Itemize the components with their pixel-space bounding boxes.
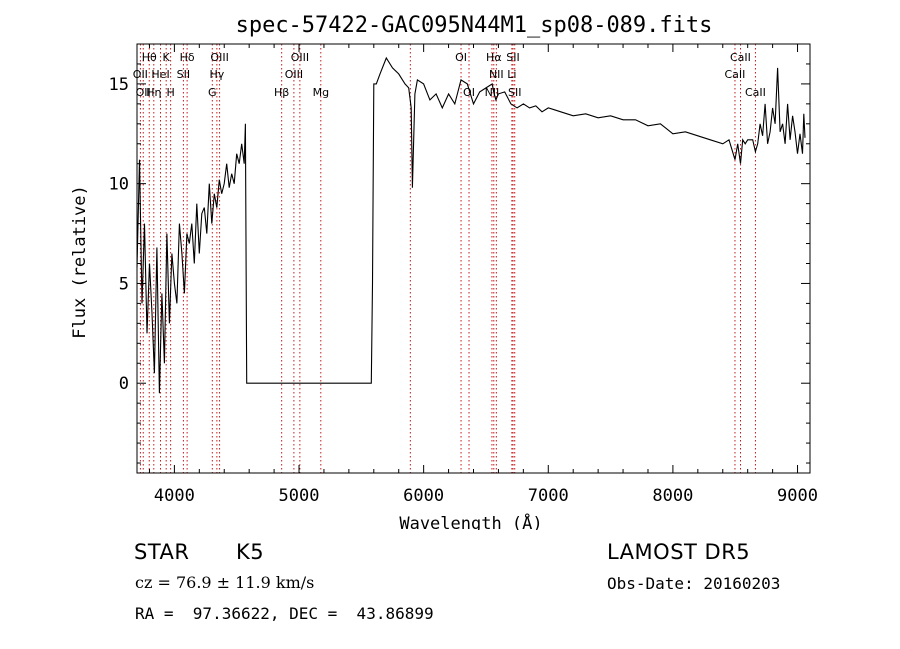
x-tick-label-5: 9000 bbox=[777, 486, 818, 506]
x-tick-label-0: 4000 bbox=[154, 486, 195, 506]
line-label-7: SII bbox=[177, 68, 190, 81]
object-subclass: K5 bbox=[236, 540, 265, 564]
chart-title: spec-57422-GAC095N44M1_sp08-089.fits bbox=[236, 13, 713, 38]
line-label-25: CaII bbox=[725, 68, 746, 81]
line-label-27: CaII bbox=[745, 86, 766, 99]
x-axis-label: Wavelength (Å) bbox=[399, 512, 542, 530]
line-label-24: SII bbox=[508, 86, 521, 99]
line-label-20: Hα bbox=[486, 51, 502, 64]
line-label-9: G bbox=[208, 86, 217, 99]
spectral-line-labels: OIIOIIHθHηHeIKHSIIHδGHγOIIIHβOIIIOIIIMgO… bbox=[133, 51, 766, 99]
line-label-12: Hβ bbox=[274, 86, 289, 99]
redshift-velocity: cz = 76.9 ± 11.9 km/s bbox=[135, 573, 315, 592]
y-tick-label-3: 15 bbox=[109, 75, 129, 95]
spectral-line-markers bbox=[139, 44, 756, 473]
survey-name: LAMOST DR5 bbox=[607, 540, 751, 564]
object-class: STAR bbox=[134, 540, 190, 564]
line-label-26: CaII bbox=[730, 51, 751, 64]
line-label-21: NII bbox=[489, 68, 504, 81]
line-label-14: OIII bbox=[291, 51, 309, 64]
line-label-6: H bbox=[167, 86, 175, 99]
line-label-15: Mg bbox=[313, 86, 329, 99]
spectrum-line bbox=[136, 56, 806, 394]
y-tick-label-1: 5 bbox=[119, 274, 129, 294]
line-label-10: Hγ bbox=[209, 68, 224, 81]
y-tick-label-0: 0 bbox=[119, 374, 129, 394]
x-tick-label-1: 5000 bbox=[279, 486, 320, 506]
plot-frame bbox=[136, 43, 811, 474]
y-axis-ticks: 0 5 10 15 bbox=[109, 43, 810, 464]
line-label-19: NII bbox=[485, 86, 500, 99]
line-label-8: Hδ bbox=[180, 51, 195, 64]
line-label-23: SII bbox=[506, 51, 519, 64]
line-label-5: K bbox=[163, 51, 171, 64]
line-label-22: Li bbox=[507, 68, 516, 81]
line-label-11: OIII bbox=[210, 51, 228, 64]
line-label-13: OIII bbox=[285, 68, 303, 81]
x-tick-label-2: 6000 bbox=[403, 486, 444, 506]
line-label-17: OI bbox=[455, 51, 467, 64]
line-label-1: OII bbox=[136, 86, 151, 99]
spectrum-chart: spec-57422-GAC095N44M1_sp08-089.fits OII… bbox=[70, 13, 818, 530]
x-tick-label-3: 7000 bbox=[528, 486, 569, 506]
line-label-2: Hθ bbox=[142, 51, 157, 64]
x-axis-ticks: 4000 5000 6000 7000 8000 9000 bbox=[148, 44, 818, 506]
y-tick-label-2: 10 bbox=[109, 175, 129, 195]
line-label-0: OII bbox=[133, 68, 148, 81]
line-label-3: Hη bbox=[146, 86, 161, 99]
line-label-18: OI bbox=[463, 86, 475, 99]
y-axis-label: Flux (relative) bbox=[70, 185, 90, 339]
x-tick-label-4: 8000 bbox=[652, 486, 693, 506]
observation-date: Obs-Date: 20160203 bbox=[607, 574, 781, 593]
line-label-4: HeI bbox=[151, 68, 169, 81]
coordinates: RA = 97.36622, DEC = 43.86899 bbox=[135, 604, 434, 623]
